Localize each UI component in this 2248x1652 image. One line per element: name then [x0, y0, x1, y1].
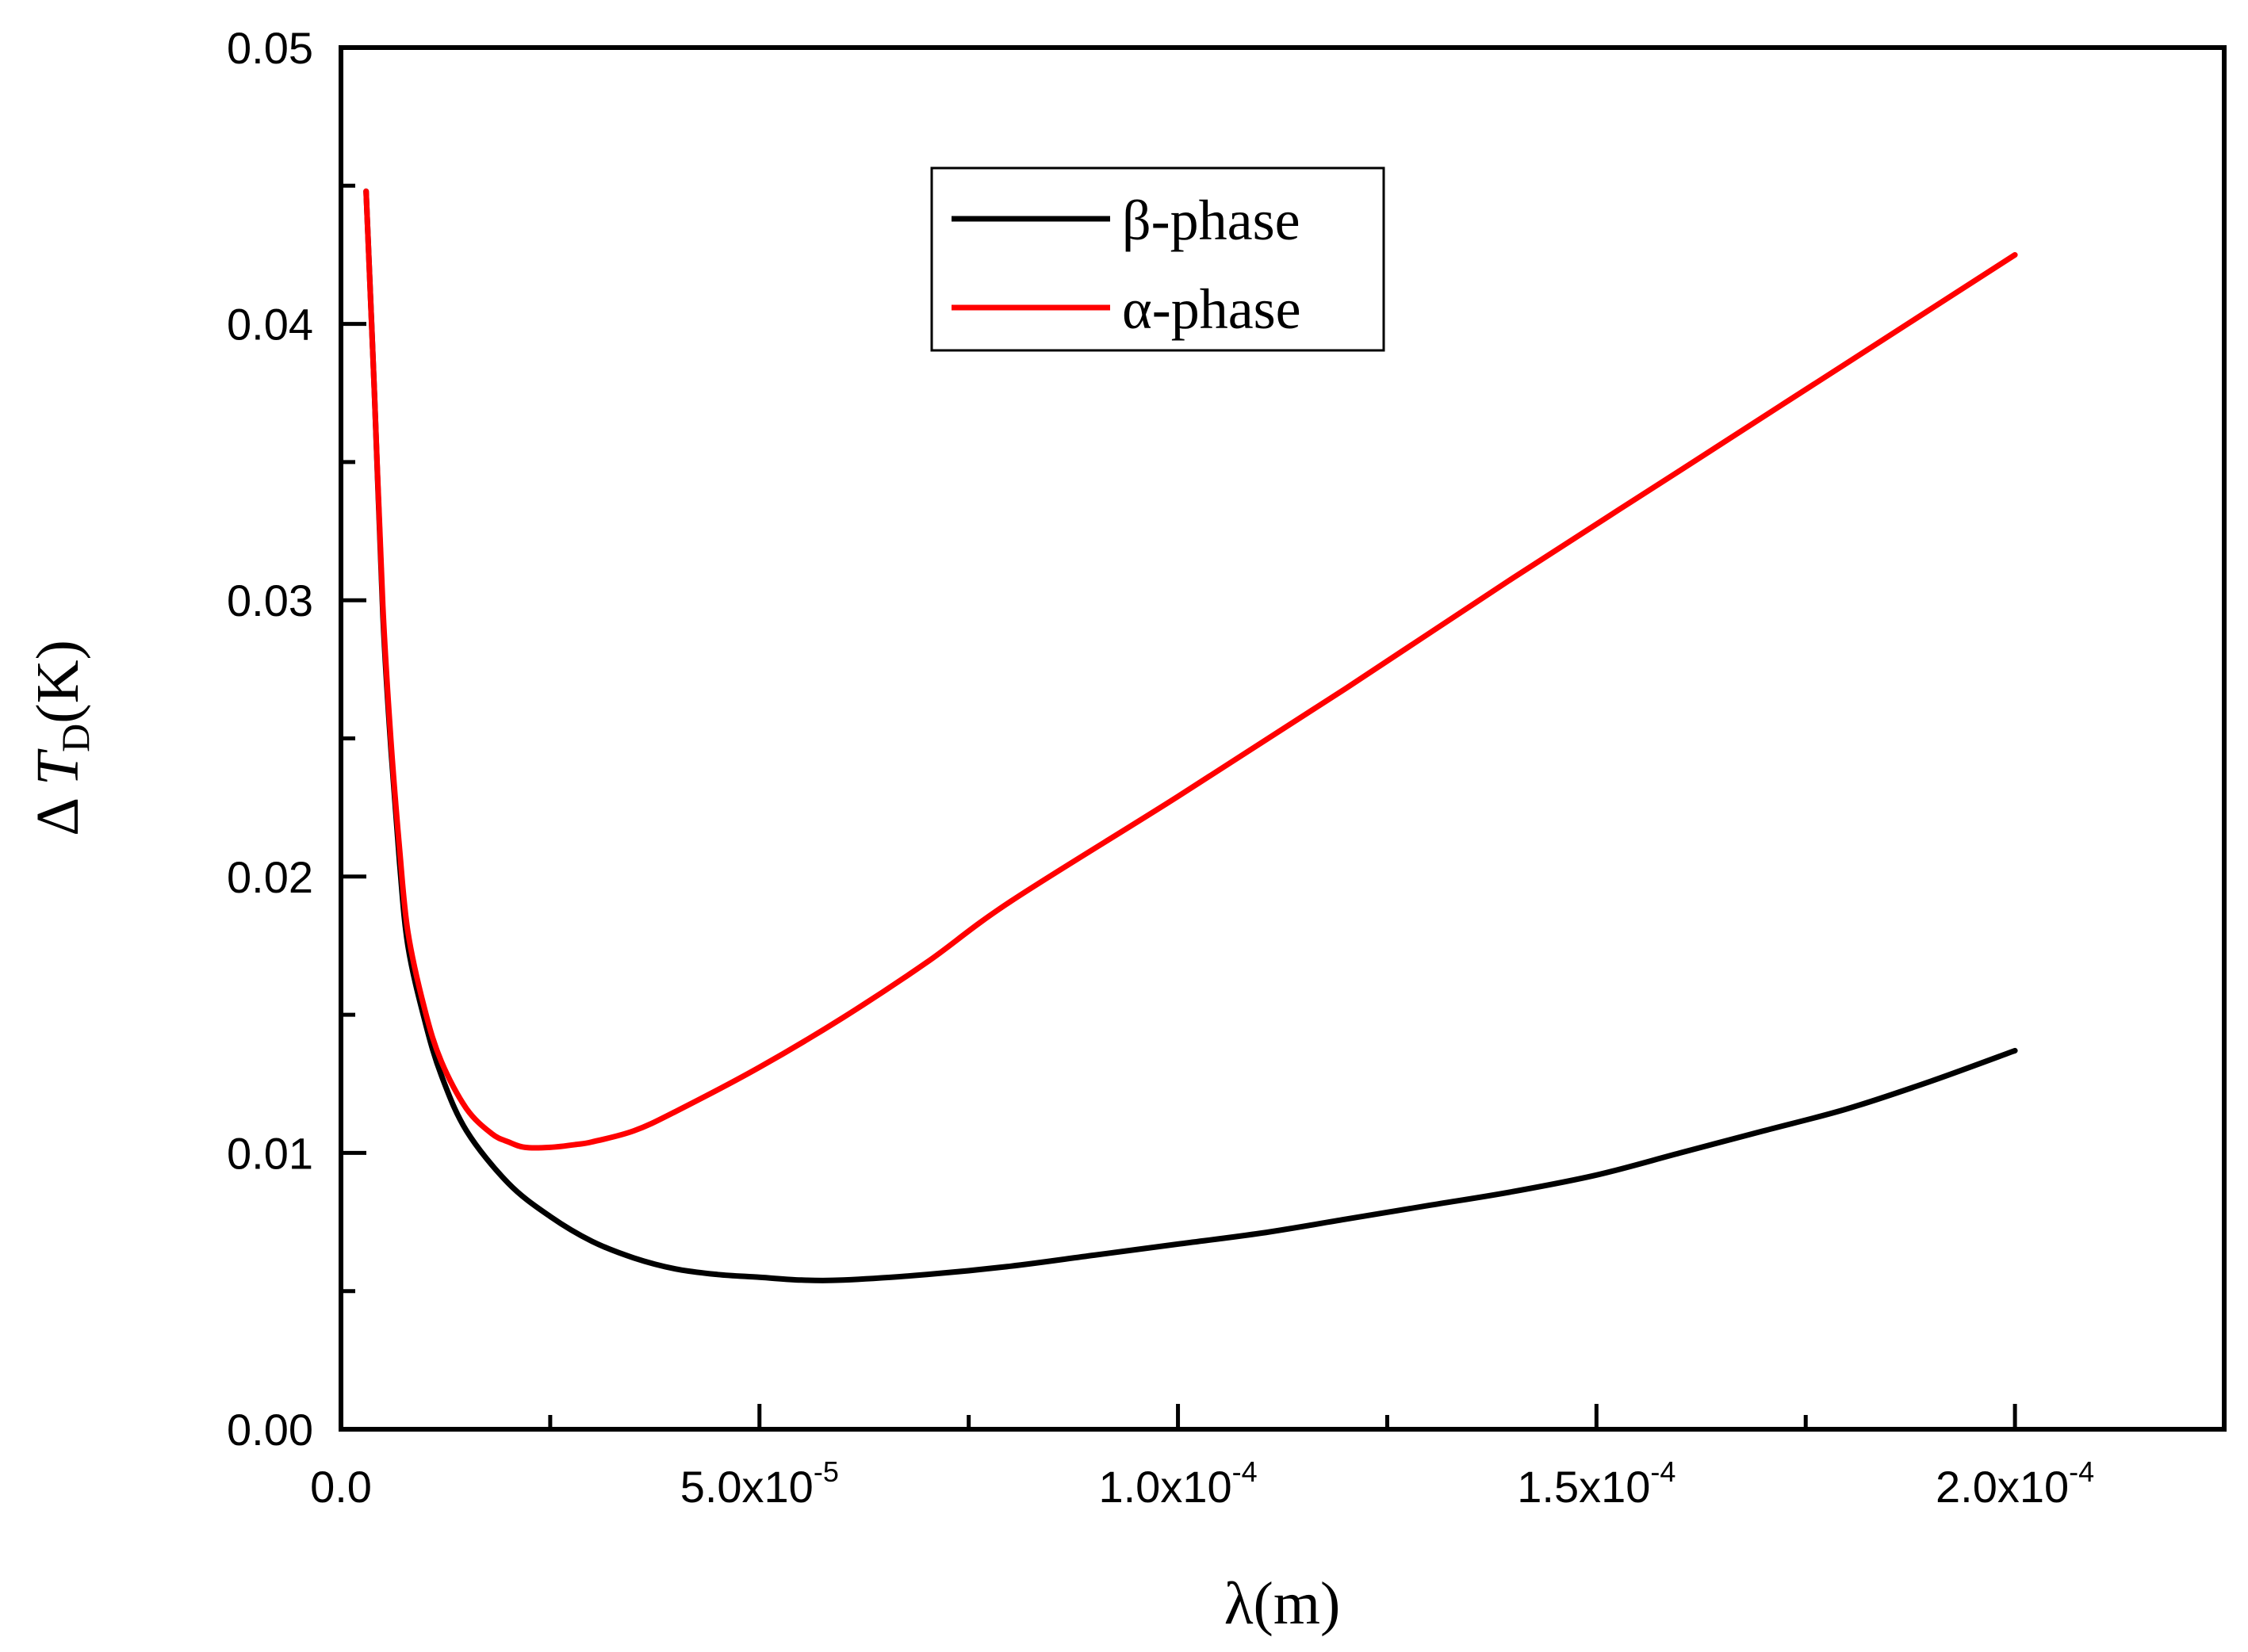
- y-axis-label-unit: (K): [25, 640, 91, 724]
- y-axis-label-prefix: Δ: [25, 786, 91, 836]
- x-tick-label: 1.0x10-4: [1098, 1455, 1257, 1512]
- y-tick-label: 0.00: [227, 1405, 313, 1455]
- y-tick-label: 0.02: [227, 852, 313, 902]
- y-tick-label: 0.05: [227, 23, 313, 73]
- y-tick-label: 0.03: [227, 576, 313, 625]
- x-tick-exponent: -4: [1650, 1455, 1675, 1488]
- legend-label-beta-phase: β-phase: [1122, 189, 1300, 252]
- y-tick-label: 0.01: [227, 1128, 313, 1178]
- y-tick-label: 0.04: [227, 300, 313, 350]
- x-tick-label: 1.5x10-4: [1517, 1455, 1675, 1512]
- legend-box: [930, 166, 1385, 352]
- series-line-phase: [363, 188, 2018, 1151]
- x-tick-labels: 0.0 5.0x10-5 1.0x10-4 1.5x10-4 2.0x10-4: [310, 1455, 2094, 1512]
- x-tick-mantissa: 1.0x10: [1098, 1462, 1231, 1512]
- x-axis-label: λ(m): [1224, 1570, 1341, 1637]
- x-tick-exponent: -4: [1232, 1455, 1258, 1488]
- plot-series: [363, 188, 2018, 1283]
- legend-label-alpha-phase: α-phase: [1122, 277, 1301, 341]
- x-tick-label: 0.0: [310, 1462, 372, 1512]
- x-tick-label: 2.0x10-4: [1936, 1455, 2094, 1512]
- plot-frame: [339, 45, 2227, 1432]
- legend: β-phase α-phase: [930, 166, 1385, 352]
- x-tick-mantissa: 1.5x10: [1517, 1462, 1650, 1512]
- x-tick-mantissa: 5.0x10: [680, 1462, 814, 1512]
- x-tick-mantissa: 0.0: [310, 1462, 372, 1512]
- x-tick-exponent: -5: [814, 1455, 839, 1488]
- y-axis-label-subscript: D: [53, 724, 98, 752]
- y-tick-labels: 0.00 0.01 0.02 0.03 0.04 0.05: [227, 23, 313, 1455]
- y-axis-label-variable: T: [25, 748, 91, 786]
- x-tick-exponent: -4: [2069, 1455, 2094, 1488]
- x-tick-mantissa: 2.0x10: [1936, 1462, 2069, 1512]
- y-axis-label: Δ TD(K): [25, 640, 98, 836]
- x-tick-label: 5.0x10-5: [680, 1455, 839, 1512]
